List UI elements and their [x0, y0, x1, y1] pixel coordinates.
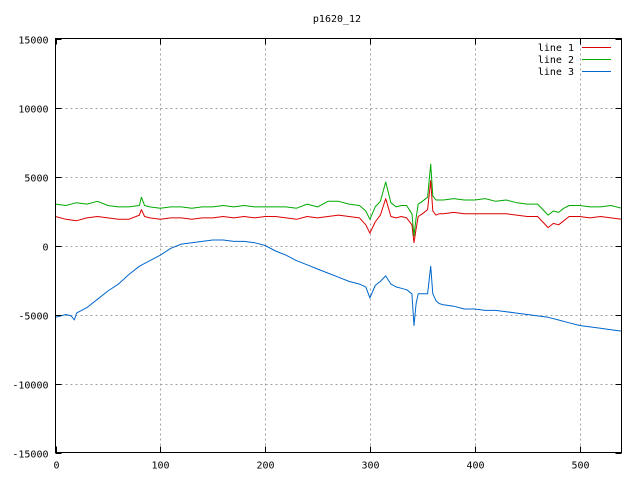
x-tick-label: 500	[571, 461, 589, 472]
x-tick-label: 400	[466, 461, 484, 472]
y-tick-label: 15000	[18, 36, 48, 47]
series-line-1	[55, 180, 622, 244]
chart-title: p1620_12	[313, 14, 361, 25]
x-tick-label: 0	[53, 461, 59, 472]
legend-label: line 1	[538, 43, 574, 54]
series-line-3	[55, 239, 622, 332]
x-tick-label: 300	[361, 461, 379, 472]
grid	[55, 38, 622, 453]
y-tick-label: 5000	[24, 174, 48, 185]
x-tick-label: 100	[151, 461, 169, 472]
y-tick-label: -15000	[12, 450, 48, 461]
x-tick-label: 200	[256, 461, 274, 472]
legend-label: line 3	[538, 67, 574, 78]
series-line-2	[55, 163, 622, 237]
legend-label: line 2	[538, 55, 574, 66]
plot-frame	[55, 38, 622, 453]
y-tick-label: 10000	[18, 105, 48, 116]
axis-ticks: 0 100 200 300 400 500 -15000 -10000 -5000 0 5000 10…	[12, 36, 622, 472]
y-tick-label: -5000	[18, 312, 48, 323]
y-tick-label: 0	[42, 243, 48, 254]
y-tick-label: -10000	[12, 381, 48, 392]
series-lines	[55, 163, 622, 332]
